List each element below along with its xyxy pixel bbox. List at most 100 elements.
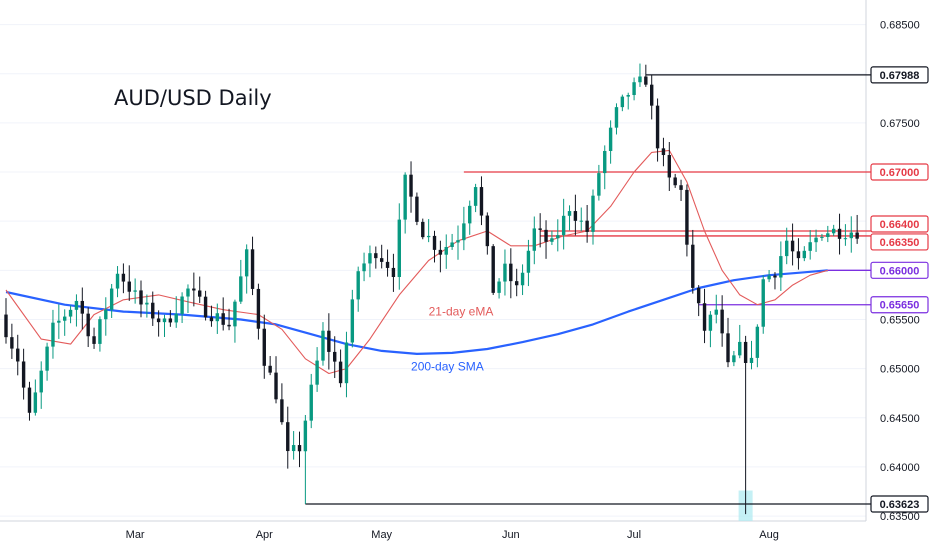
candle[interactable] bbox=[10, 323, 14, 359]
candle[interactable] bbox=[438, 240, 443, 273]
candle[interactable] bbox=[198, 276, 202, 303]
candle[interactable] bbox=[796, 238, 801, 270]
candle[interactable] bbox=[309, 373, 313, 429]
candle[interactable] bbox=[145, 294, 149, 318]
candle[interactable] bbox=[526, 239, 531, 287]
candle[interactable] bbox=[691, 229, 695, 294]
candle[interactable] bbox=[16, 334, 20, 376]
candle[interactable] bbox=[115, 266, 120, 298]
candle[interactable] bbox=[585, 205, 589, 243]
candle[interactable] bbox=[303, 414, 308, 504]
candle[interactable] bbox=[92, 327, 96, 349]
candle[interactable] bbox=[667, 142, 672, 191]
candle[interactable] bbox=[221, 297, 225, 331]
candle[interactable] bbox=[497, 278, 501, 299]
candle[interactable] bbox=[98, 316, 102, 352]
candle[interactable] bbox=[186, 284, 190, 313]
candle[interactable] bbox=[174, 296, 178, 328]
candle[interactable] bbox=[520, 264, 525, 296]
candle[interactable] bbox=[379, 244, 384, 269]
candle[interactable] bbox=[538, 213, 542, 248]
candle[interactable] bbox=[785, 227, 789, 265]
candle[interactable] bbox=[133, 278, 137, 304]
candle[interactable] bbox=[561, 198, 566, 250]
candle[interactable] bbox=[162, 314, 167, 337]
candle[interactable] bbox=[620, 94, 625, 112]
candle[interactable] bbox=[573, 194, 578, 236]
candle[interactable] bbox=[761, 275, 765, 334]
candle[interactable] bbox=[732, 350, 736, 367]
candle[interactable] bbox=[491, 244, 495, 295]
candle[interactable] bbox=[714, 294, 718, 324]
candle[interactable] bbox=[509, 248, 513, 299]
candle[interactable] bbox=[444, 234, 448, 269]
candle[interactable] bbox=[702, 288, 707, 344]
candle[interactable] bbox=[256, 283, 261, 340]
candle[interactable] bbox=[779, 241, 783, 291]
candle[interactable] bbox=[638, 63, 642, 87]
candle[interactable] bbox=[368, 245, 372, 278]
candle[interactable] bbox=[767, 270, 771, 283]
candle[interactable] bbox=[749, 340, 754, 370]
candle[interactable] bbox=[397, 203, 401, 290]
candle[interactable] bbox=[855, 214, 859, 244]
candle[interactable] bbox=[843, 224, 848, 246]
candle[interactable] bbox=[503, 249, 507, 296]
candle[interactable] bbox=[333, 336, 337, 379]
candle[interactable] bbox=[614, 103, 619, 135]
candle[interactable] bbox=[338, 349, 343, 388]
candle[interactable] bbox=[109, 283, 114, 319]
candle[interactable] bbox=[773, 272, 777, 290]
candle[interactable] bbox=[244, 244, 249, 294]
candle[interactable] bbox=[86, 307, 90, 348]
candle[interactable] bbox=[51, 309, 55, 359]
candle[interactable] bbox=[532, 216, 536, 265]
candle[interactable] bbox=[280, 383, 284, 425]
candle[interactable] bbox=[209, 305, 214, 327]
candle[interactable] bbox=[168, 310, 173, 327]
candle[interactable] bbox=[321, 322, 325, 366]
candle[interactable] bbox=[374, 246, 378, 269]
candle[interactable] bbox=[485, 212, 490, 255]
candle[interactable] bbox=[250, 236, 255, 296]
candle[interactable] bbox=[743, 335, 748, 515]
candle[interactable] bbox=[567, 205, 572, 231]
candle[interactable] bbox=[655, 98, 660, 162]
candle[interactable] bbox=[726, 317, 730, 368]
candle[interactable] bbox=[632, 77, 636, 101]
candle[interactable] bbox=[708, 311, 713, 348]
candles-layer[interactable] bbox=[4, 63, 859, 515]
candle[interactable] bbox=[849, 216, 853, 253]
candle[interactable] bbox=[350, 289, 355, 348]
candle[interactable] bbox=[215, 303, 220, 334]
candle[interactable] bbox=[450, 233, 454, 250]
candle[interactable] bbox=[262, 314, 266, 379]
candle[interactable] bbox=[790, 223, 795, 266]
candle[interactable] bbox=[286, 406, 290, 469]
candle[interactable] bbox=[74, 294, 79, 327]
candle[interactable] bbox=[826, 225, 830, 243]
candle[interactable] bbox=[356, 266, 360, 312]
candle[interactable] bbox=[233, 299, 237, 343]
candle[interactable] bbox=[814, 229, 818, 252]
candle[interactable] bbox=[274, 356, 278, 404]
candle[interactable] bbox=[603, 145, 607, 190]
candle[interactable] bbox=[239, 259, 243, 304]
candle[interactable] bbox=[550, 230, 554, 246]
candle[interactable] bbox=[831, 224, 836, 237]
candle[interactable] bbox=[591, 189, 595, 245]
candle[interactable] bbox=[673, 173, 677, 188]
candle[interactable] bbox=[203, 290, 208, 321]
candle[interactable] bbox=[409, 161, 413, 213]
candle[interactable] bbox=[104, 297, 108, 336]
candle[interactable] bbox=[192, 272, 196, 307]
candle[interactable] bbox=[456, 225, 460, 260]
candle[interactable] bbox=[344, 331, 349, 398]
candle[interactable] bbox=[720, 295, 724, 347]
candle[interactable] bbox=[180, 292, 184, 323]
candle[interactable] bbox=[808, 230, 812, 260]
candle[interactable] bbox=[479, 176, 484, 226]
candle[interactable] bbox=[151, 291, 155, 326]
candle[interactable] bbox=[391, 253, 396, 292]
candle[interactable] bbox=[403, 172, 407, 234]
